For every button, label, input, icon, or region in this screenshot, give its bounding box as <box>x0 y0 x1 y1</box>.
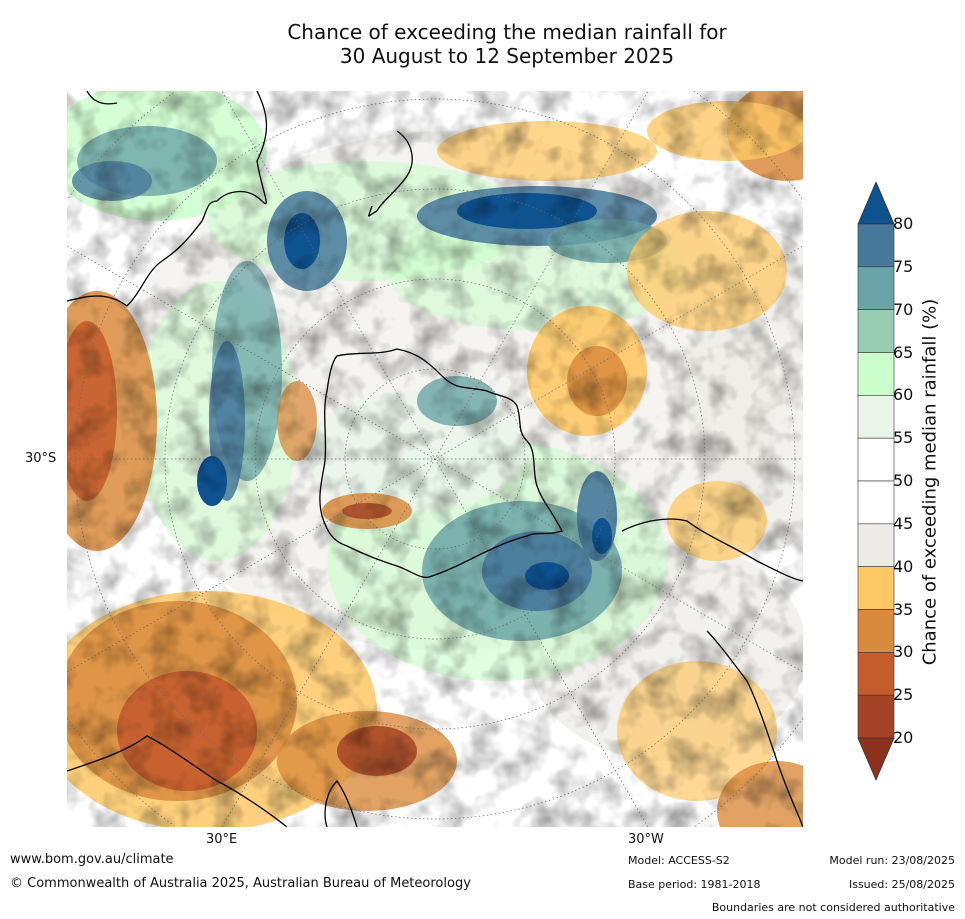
colorbar-tick-label: 75 <box>893 256 914 276</box>
colorbar-segment <box>857 395 895 439</box>
colorbar-bottom-arrow <box>857 737 895 782</box>
colorbar-tick-label: 60 <box>893 385 914 405</box>
colorbar-segment <box>857 480 895 525</box>
issued-text: Issued: 25/08/2025 <box>848 878 955 891</box>
colorbar <box>856 180 896 782</box>
lon-label-30e: 30°E <box>206 832 238 847</box>
colorbar-tick-label: 50 <box>893 471 914 490</box>
colorbar-label: Chance of exceeding median rainfall (%) <box>919 298 941 666</box>
colorbar-tick-label: 70 <box>893 299 914 319</box>
base-period-text: Base period: 1981-2018 <box>628 878 761 891</box>
title-line-2: 30 August to 12 September 2025 <box>339 44 675 68</box>
colorbar-segment <box>857 652 895 696</box>
colorbar-segment <box>857 352 895 396</box>
colorbar-segment <box>857 223 895 268</box>
graticule <box>67 91 803 827</box>
map-title: Chance of exceeding the median rainfall … <box>0 20 965 68</box>
colorbar-segment <box>857 609 895 653</box>
colorbar-tick-label: 25 <box>893 685 914 705</box>
colorbar-tick-label: 35 <box>893 599 914 619</box>
colorbar-segment <box>857 694 895 739</box>
colorbar-tick-label: 80 <box>893 214 914 233</box>
colorbar-top-arrow <box>857 180 895 225</box>
colorbar-segment <box>857 266 895 310</box>
colorbar-tick-label: 20 <box>893 728 914 747</box>
colorbar-segment <box>857 523 895 567</box>
colorbar-tick-label: 45 <box>893 513 914 533</box>
title-line-1: Chance of exceeding the median rainfall … <box>287 20 727 44</box>
copyright-text: © Commonwealth of Australia 2025, Austra… <box>10 876 471 891</box>
colorbar-segment <box>857 309 895 353</box>
colorbar-segment <box>857 566 895 610</box>
colorbar-segment <box>857 437 895 482</box>
colorbar-tick-label: 65 <box>893 342 914 362</box>
coastlines <box>67 91 803 827</box>
website-link[interactable]: www.bom.gov.au/climate <box>10 852 174 867</box>
colorbar-tick-label: 40 <box>893 556 914 576</box>
model-run-text: Model run: 23/08/2025 <box>829 854 955 867</box>
rainfall-map[interactable] <box>67 91 803 827</box>
lat-label-30s: 30°S <box>25 451 57 466</box>
lon-label-30w: 30°W <box>628 832 664 847</box>
model-text: Model: ACCESS-S2 <box>628 854 730 867</box>
colorbar-tick-label: 30 <box>893 642 914 662</box>
colorbar-tick-label: 55 <box>893 428 914 448</box>
disclaimer-text: Boundaries are not considered authoritat… <box>711 901 955 914</box>
